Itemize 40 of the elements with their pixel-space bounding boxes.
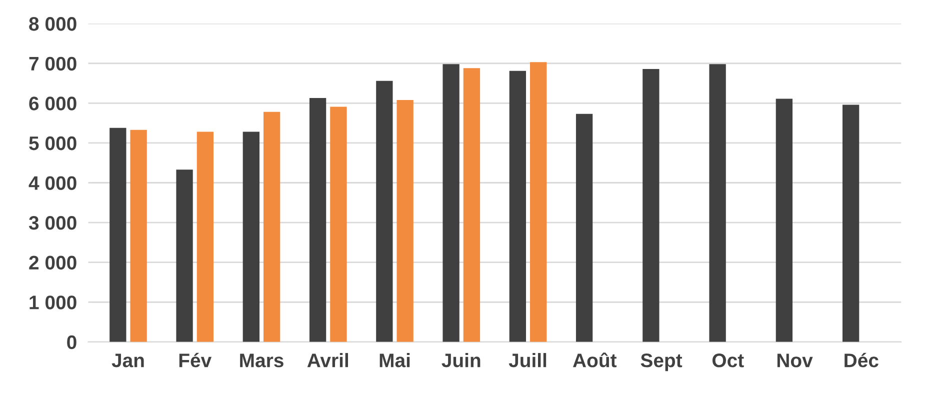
x-tick-label: Avril bbox=[307, 353, 348, 368]
x-tick-label: Août bbox=[572, 352, 617, 368]
y-tick-label: 5 000 bbox=[29, 136, 76, 150]
bar bbox=[309, 98, 326, 342]
x-tick-label: Oct bbox=[712, 354, 744, 368]
y-tick-label: 8 000 bbox=[29, 17, 76, 31]
bar bbox=[330, 106, 347, 342]
bar bbox=[709, 64, 726, 342]
y-tick-label: 6 000 bbox=[29, 96, 76, 110]
x-tick-label: Sept bbox=[640, 354, 682, 372]
bar bbox=[263, 112, 280, 342]
x-tick-label: Fév bbox=[179, 352, 212, 368]
x-tick-label: Mai bbox=[380, 353, 410, 368]
bar bbox=[530, 62, 547, 342]
y-tick-label: 3 000 bbox=[28, 216, 76, 230]
bar bbox=[130, 130, 147, 342]
bar bbox=[776, 98, 793, 342]
bar bbox=[442, 64, 460, 342]
y-tick-label: 4 000 bbox=[28, 176, 76, 190]
x-tick-label: Déc bbox=[844, 352, 878, 368]
x-tick-label: Mars bbox=[240, 354, 284, 368]
bar bbox=[463, 68, 480, 342]
y-tick-label: 0 bbox=[67, 335, 76, 350]
bar bbox=[642, 68, 660, 342]
bar bbox=[509, 70, 526, 342]
x-tick-label: Jan bbox=[112, 354, 144, 368]
y-tick-label: 1 000 bbox=[30, 296, 76, 310]
bar bbox=[176, 170, 193, 342]
x-tick-label: Juin bbox=[442, 353, 480, 368]
bar bbox=[110, 128, 126, 342]
bar bbox=[842, 104, 860, 342]
bar bbox=[242, 132, 260, 342]
bar bbox=[196, 132, 214, 342]
y-tick-label: 7 000 bbox=[29, 56, 76, 71]
bar bbox=[576, 114, 593, 342]
y-tick-label: 2 000 bbox=[29, 256, 76, 270]
x-tick-label: Nov bbox=[777, 354, 813, 368]
bar bbox=[396, 100, 414, 342]
x-tick-label: Juill bbox=[508, 353, 546, 368]
bar bbox=[376, 80, 393, 342]
